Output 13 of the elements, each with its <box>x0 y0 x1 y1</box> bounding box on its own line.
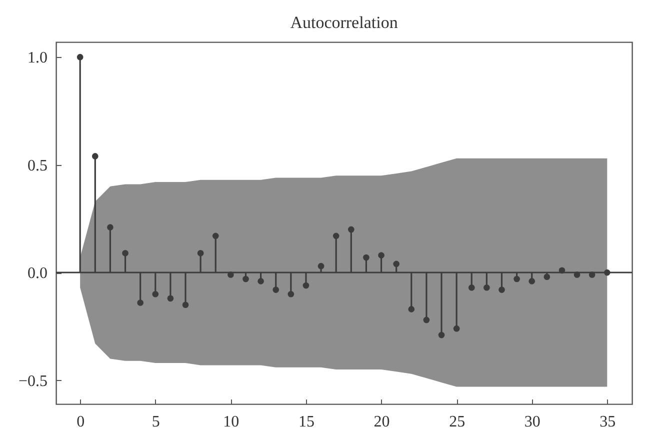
x-tick-label: 20 <box>374 414 390 430</box>
y-tick-label: 0.5 <box>28 157 48 174</box>
x-tick-label: 5 <box>152 414 160 430</box>
x-tick-label: 10 <box>223 414 240 430</box>
y-tick-label: −0.5 <box>18 372 48 390</box>
y-tick-label: 0.0 <box>28 265 48 282</box>
x-tick-label: 0 <box>76 414 85 430</box>
x-tick-label: 35 <box>600 414 616 430</box>
y-tick-label: 1.0 <box>28 50 48 67</box>
x-tick-label: 30 <box>524 414 540 430</box>
x-tick-label: 25 <box>449 414 466 430</box>
x-tick-label: 15 <box>298 414 314 430</box>
chart-title: Autocorrelation <box>290 13 398 32</box>
